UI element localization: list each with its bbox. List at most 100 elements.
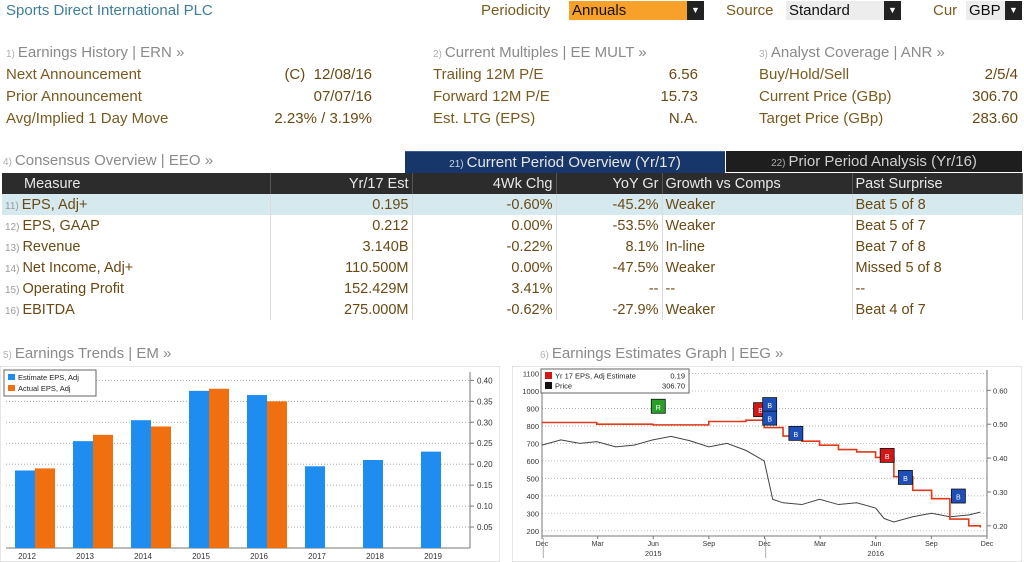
- currency-select[interactable]: GBP: [966, 1, 1005, 20]
- earnings-trends-chart: 0.05 0.10 0.15 0.20 0.25 0.30 0.35 0.40 2012 201…: [0, 366, 500, 562]
- legend-estimate-label: Estimate EPS, Adj: [18, 373, 79, 382]
- periodicity-dropdown-icon[interactable]: ▼: [687, 1, 704, 20]
- line-left-tick-label: 800: [526, 422, 539, 431]
- estimate-eps-bar: [421, 451, 441, 548]
- cell-measure: 13) Revenue: [2, 236, 271, 257]
- legend-actual-label: Actual EPS, Adj: [18, 384, 71, 393]
- legend-price-swatch: [545, 382, 552, 389]
- buy-hold-sell-label: Buy/Hold/Sell: [759, 66, 850, 83]
- line-x-year-label: 2016: [867, 549, 884, 558]
- earnings-estimates-graph-link[interactable]: 6) Earnings Estimates Graph | EEG »: [540, 345, 784, 362]
- analyst-coverage-link[interactable]: 3) Analyst Coverage | ANR »: [759, 44, 945, 61]
- legend-eps-swatch: [545, 372, 552, 379]
- line-left-tick-label: 700: [526, 439, 539, 448]
- bar-x-tick-label: 2015: [192, 552, 210, 561]
- event-marker-label: B: [885, 454, 890, 461]
- table-row[interactable]: 15) Operating Profit 152.429M 3.41% -- -- --: [2, 278, 1023, 299]
- avg-implied-move-value: 2.23% / 3.19%: [274, 110, 372, 127]
- event-marker[interactable]: [650, 398, 666, 414]
- earnings-trends-link[interactable]: 5) Earnings Trends | EM »: [3, 345, 172, 362]
- source-label: Source: [726, 2, 774, 19]
- table-row[interactable]: 16) EBITDA 275.000M -0.62% -27.9% Weaker Beat …: [2, 299, 1023, 320]
- next-announcement-label: Next Announcement: [6, 66, 142, 83]
- table-row[interactable]: 14) Net Income, Adj+ 110.500M 0.00% -47.5% We…: [2, 257, 1023, 278]
- line-x-month-label: Mar: [592, 541, 605, 548]
- current-multiples-link[interactable]: 2) Current Multiples | EE MULT »: [433, 44, 647, 61]
- bar-x-tick-label: 2019: [424, 552, 442, 561]
- event-marker[interactable]: [788, 425, 804, 441]
- line-x-month-label: Mar: [814, 541, 827, 548]
- row-number: 13): [5, 242, 20, 254]
- bar-y-tick-label: 0.25: [477, 439, 493, 448]
- table-row[interactable]: 11) EPS, Adj+ 0.195 -0.60% -45.2% Weaker Beat …: [2, 194, 1023, 215]
- line-x-month-label: Dec: [536, 541, 549, 548]
- bar-x-tick-label: 2012: [18, 552, 36, 561]
- tab-current-period[interactable]: 21) Current Period Overview (Yr/17): [405, 151, 725, 173]
- bar-legend: Estimate EPS, Adj Actual EPS, Adj: [3, 369, 97, 397]
- eps-estimate-line: [542, 419, 982, 528]
- legend-actual-swatch: [8, 385, 15, 391]
- tab-prior-period[interactable]: 22) Prior Period Analysis (Yr/16): [726, 151, 1022, 172]
- bar-x-tick-label: 2016: [250, 552, 268, 561]
- cell-yoy-gr: 8.1%: [556, 236, 663, 257]
- cell-est: 275.000M: [270, 299, 413, 320]
- cell-yoy-gr: -27.9%: [556, 299, 663, 320]
- cell-4wk-chg: -0.62%: [412, 299, 557, 320]
- cell-est: 110.500M: [270, 257, 413, 278]
- legend-eps-value: 0.19: [670, 372, 685, 381]
- event-marker[interactable]: [950, 488, 966, 504]
- cell-yoy-gr: -45.2%: [556, 194, 663, 215]
- col-header-growth-comps[interactable]: Growth vs Comps: [662, 173, 853, 194]
- forward-pe-value: 15.73: [660, 88, 698, 105]
- col-header-est[interactable]: Yr/17 Est: [270, 173, 413, 194]
- line-x-year-label: 2015: [645, 549, 662, 558]
- consensus-overview-link[interactable]: 4) Consensus Overview | EEO »: [3, 152, 214, 169]
- cell-growth-comps: Weaker: [662, 194, 853, 215]
- table-row[interactable]: 13) Revenue 3.140B -0.22% 8.1% In-line Beat 7 …: [2, 236, 1023, 257]
- event-marker[interactable]: [879, 447, 895, 463]
- bar-x-tick-label: 2014: [134, 552, 152, 561]
- periodicity-select[interactable]: Annuals: [569, 1, 687, 20]
- line-legend: Yr 17 EPS, Adj Estimate 0.19 Price 306.7…: [540, 368, 690, 394]
- row-number: 15): [5, 284, 20, 296]
- cell-measure: 11) EPS, Adj+: [2, 194, 271, 215]
- line-left-tick-label: 600: [526, 457, 539, 466]
- measure-name: EPS, Adj+: [21, 196, 88, 213]
- prior-announcement-value: 07/07/16: [313, 88, 372, 105]
- col-header-yoy-gr[interactable]: YoY Gr: [556, 173, 663, 194]
- actual-eps-bar: [93, 434, 113, 548]
- actual-eps-bar: [267, 401, 287, 548]
- line-right-tick-label: 0.40: [993, 454, 1008, 463]
- cell-growth-comps: Weaker: [662, 257, 853, 278]
- cell-past-surprise: Beat 7 of 8: [852, 236, 1023, 257]
- event-marker-label: R: [656, 405, 661, 412]
- bar-y-tick-label: 0.15: [477, 481, 493, 490]
- bar-y-tick-label: 0.05: [477, 523, 493, 532]
- cell-4wk-chg: 0.00%: [412, 257, 557, 278]
- table-row[interactable]: 12) EPS, GAAP 0.212 0.00% -53.5% Weaker Beat 5…: [2, 215, 1023, 236]
- source-dropdown-icon[interactable]: ▼: [884, 1, 901, 20]
- event-marker-label: B: [794, 432, 799, 439]
- estimate-eps-bar: [131, 420, 151, 548]
- event-marker-label: B: [758, 408, 763, 415]
- next-announcement-value: (C) 12/08/16: [284, 66, 372, 83]
- buy-hold-sell-value: 2/5/4: [984, 66, 1018, 83]
- col-header-4wk-chg[interactable]: 4Wk Chg: [412, 173, 557, 194]
- line-right-tick-label: 0.60: [993, 386, 1008, 395]
- cell-est: 0.212: [270, 215, 413, 236]
- measure-name: EPS, GAAP: [22, 217, 100, 234]
- estimate-eps-bar: [189, 390, 209, 548]
- source-select[interactable]: Standard: [786, 1, 884, 20]
- cell-measure: 12) EPS, GAAP: [2, 215, 271, 236]
- col-header-measure[interactable]: Measure: [2, 173, 271, 194]
- cell-est: 152.429M: [270, 278, 413, 299]
- event-marker[interactable]: [762, 410, 778, 426]
- line-left-tick-label: 1000: [522, 387, 539, 396]
- earnings-history-link[interactable]: 1) Earnings History | ERN »: [6, 44, 185, 61]
- event-marker[interactable]: [898, 470, 913, 485]
- cell-est: 3.140B: [270, 236, 413, 257]
- col-header-past-surprise[interactable]: Past Surprise: [852, 173, 1023, 194]
- line-left-tick-label: 400: [526, 492, 539, 501]
- cell-growth-comps: In-line: [662, 236, 853, 257]
- currency-dropdown-icon[interactable]: ▼: [1005, 1, 1022, 20]
